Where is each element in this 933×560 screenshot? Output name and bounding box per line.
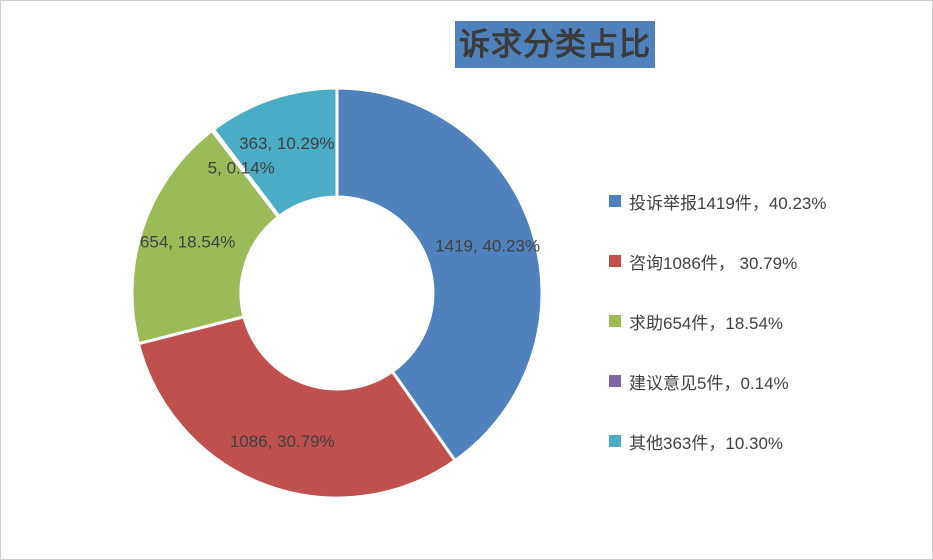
legend-item-label: 建议意见5件，0.14%	[629, 373, 789, 393]
legend-marker-icon	[609, 435, 621, 447]
legend-item-complaints-reports[interactable]: 投诉举报1419件，40.23%	[609, 189, 826, 213]
pie-slice-4[interactable]	[211, 86, 339, 218]
pie-slice-2[interactable]	[130, 128, 280, 346]
slice-label: 654, 18.54%	[140, 232, 235, 251]
legend-item-label: 其他363件，10.30%	[629, 433, 784, 453]
legend-item-label: 咨询1086件， 30.79%	[629, 253, 798, 273]
legend-marker-icon	[609, 255, 621, 267]
legend-item-suggestions[interactable]: 建议意见5件，0.14%	[609, 369, 826, 393]
slice-label: 5, 0.14%	[208, 158, 275, 177]
legend-item-others[interactable]: 其他363件，10.30%	[609, 429, 826, 453]
legend-item-consultations[interactable]: 咨询1086件， 30.79%	[609, 249, 826, 273]
pie-slice-0[interactable]	[335, 86, 544, 463]
legend-item-help-requests[interactable]: 求助654件，18.54%	[609, 309, 826, 333]
legend-marker-icon	[609, 375, 621, 387]
legend-marker-icon	[609, 195, 621, 207]
legend-item-label: 求助654件，18.54%	[629, 313, 784, 333]
legend-marker-icon	[609, 315, 621, 327]
slice-label: 1419, 40.23%	[435, 236, 540, 255]
slice-label: 363, 10.29%	[239, 134, 334, 153]
slice-label: 1086, 30.79%	[230, 432, 335, 451]
legend: 投诉举报1419件，40.23% 咨询1086件， 30.79% 求助654件，…	[609, 189, 826, 489]
legend-item-label: 投诉举报1419件，40.23%	[629, 193, 827, 213]
chart-title: 诉求分类占比	[455, 21, 655, 68]
pie-slice-1[interactable]	[136, 315, 457, 500]
